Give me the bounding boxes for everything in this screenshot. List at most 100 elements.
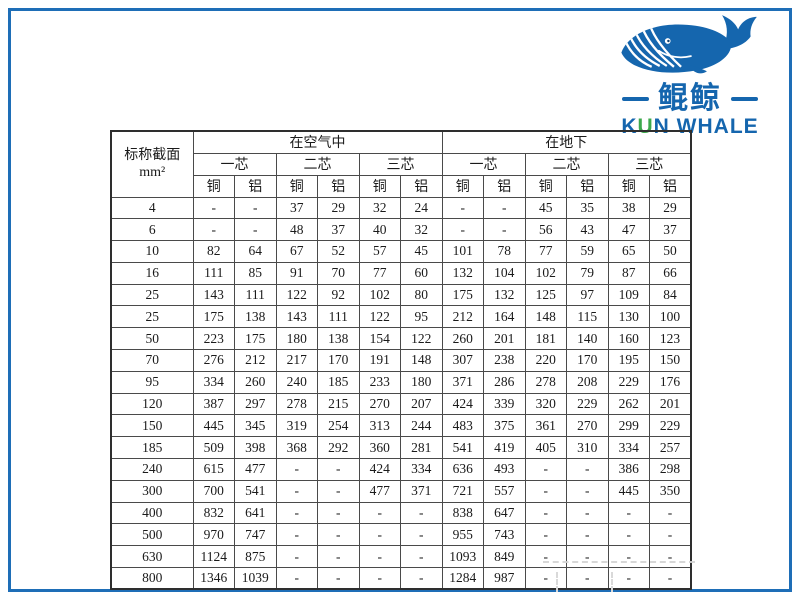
value-cell: 254 — [317, 414, 360, 438]
value-cell: 29 — [649, 196, 692, 220]
value-cell: 849 — [483, 545, 526, 569]
value-cell: 405 — [524, 436, 567, 460]
value-cell: 747 — [234, 523, 277, 547]
group-underground: 在地下 — [441, 130, 692, 154]
value-cell: 91 — [275, 261, 318, 285]
value-cell: - — [566, 545, 609, 569]
table-row: 630 1124 875- - - -1093 849- - - - — [110, 545, 692, 569]
value-cell: 207 — [400, 392, 443, 416]
value-cell: 195 — [607, 349, 650, 372]
table-row: 10 82 64 67 52 57 45 101 78 77 59 65 50 — [110, 240, 692, 263]
value-cell: 320 — [524, 392, 567, 416]
group-in-air: 在空气中 — [192, 130, 443, 154]
table-row: 70 276 212 217 170 191 148 307 238 220 170 195 150 — [110, 349, 692, 372]
table-body: 4- -37 29 32 24- -45 35 38 29 6- -48 37 40 32- -56 43 47… — [110, 196, 692, 590]
value-cell: 164 — [483, 305, 526, 329]
value-cell: - — [317, 567, 360, 590]
subgroup-air-2core: 二芯 — [275, 152, 360, 176]
table-row: 50 223 175 180 138 154 122 260 201 181 140 160 123 — [110, 327, 692, 351]
value-cell: - — [358, 523, 401, 547]
value-cell: 109 — [607, 283, 650, 307]
value-cell: - — [400, 523, 443, 547]
value-cell: - — [234, 196, 277, 220]
value-cell: 175 — [441, 283, 484, 307]
value-cell: 334 — [400, 458, 443, 481]
value-cell: 67 — [275, 240, 318, 263]
value-cell: - — [524, 523, 567, 547]
value-cell: 360 — [358, 436, 401, 460]
value-cell: - — [524, 501, 567, 525]
value-cell: 132 — [483, 283, 526, 307]
value-cell: - — [317, 545, 360, 569]
size-cell: 300 — [110, 479, 194, 503]
size-cell: 120 — [110, 392, 194, 416]
value-cell: 97 — [566, 283, 609, 307]
material-aluminum: 铝 — [483, 174, 526, 198]
value-cell: 78 — [483, 240, 526, 263]
size-cell: 4 — [110, 196, 194, 220]
value-cell: 240 — [275, 370, 318, 394]
table-row: 240 615 477- -424 334 636 493- -386 298 — [110, 458, 692, 481]
value-cell: - — [400, 501, 443, 525]
value-cell: 212 — [234, 349, 277, 372]
value-cell: 181 — [524, 327, 567, 351]
value-cell: - — [358, 501, 401, 525]
value-cell: - — [275, 501, 318, 525]
value-cell: 208 — [566, 370, 609, 394]
value-cell: 92 — [317, 283, 360, 307]
value-cell: 115 — [566, 305, 609, 329]
value-cell: 180 — [400, 370, 443, 394]
value-cell: - — [649, 545, 692, 569]
corner-cell: 标称截面 mm² — [110, 130, 194, 198]
value-cell: 509 — [192, 436, 235, 460]
value-cell: 175 — [234, 327, 277, 351]
value-cell: - — [317, 523, 360, 547]
value-cell: 40 — [358, 218, 401, 242]
value-cell: 276 — [192, 349, 235, 372]
value-cell: 111 — [317, 305, 360, 329]
ampacity-table: 标称截面 mm² 在空气中 在地下 一芯 二芯 三芯 一芯 二芯 三芯 铜 铝 … — [110, 130, 692, 591]
material-aluminum: 铝 — [649, 174, 692, 198]
value-cell: 122 — [358, 305, 401, 329]
value-cell: 229 — [607, 370, 650, 394]
value-cell: 101 — [441, 240, 484, 263]
value-cell: 154 — [358, 327, 401, 351]
material-aluminum: 铝 — [317, 174, 360, 198]
value-cell: 180 — [275, 327, 318, 351]
value-cell: 123 — [649, 327, 692, 351]
value-cell: 122 — [400, 327, 443, 351]
value-cell: 970 — [192, 523, 235, 547]
value-cell: - — [524, 479, 567, 503]
value-cell: 223 — [192, 327, 235, 351]
value-cell: 700 — [192, 479, 235, 503]
value-cell: 339 — [483, 392, 526, 416]
value-cell: 100 — [649, 305, 692, 329]
size-cell: 150 — [110, 414, 194, 438]
value-cell: 307 — [441, 349, 484, 372]
value-cell: 334 — [607, 436, 650, 460]
value-cell: 398 — [234, 436, 277, 460]
value-cell: 229 — [566, 392, 609, 416]
value-cell: - — [275, 458, 318, 481]
value-cell: 45 — [400, 240, 443, 263]
value-cell: 424 — [358, 458, 401, 481]
value-cell: 138 — [234, 305, 277, 329]
value-cell: 29 — [317, 196, 360, 220]
value-cell: 334 — [192, 370, 235, 394]
value-cell: - — [317, 501, 360, 525]
value-cell: 212 — [441, 305, 484, 329]
value-cell: 160 — [607, 327, 650, 351]
value-cell: 832 — [192, 501, 235, 525]
value-cell: 57 — [358, 240, 401, 263]
size-cell: 50 — [110, 327, 194, 351]
subgroup-air-1core: 一芯 — [192, 152, 277, 176]
value-cell: 52 — [317, 240, 360, 263]
value-cell: - — [566, 458, 609, 481]
value-cell: 477 — [234, 458, 277, 481]
value-cell: 175 — [192, 305, 235, 329]
kun-whale-logo: 鲲鲸 KUN WHALE — [594, 8, 786, 138]
value-cell: 493 — [483, 458, 526, 481]
value-cell: - — [234, 218, 277, 242]
size-cell: 185 — [110, 436, 194, 460]
material-aluminum: 铝 — [400, 174, 443, 198]
